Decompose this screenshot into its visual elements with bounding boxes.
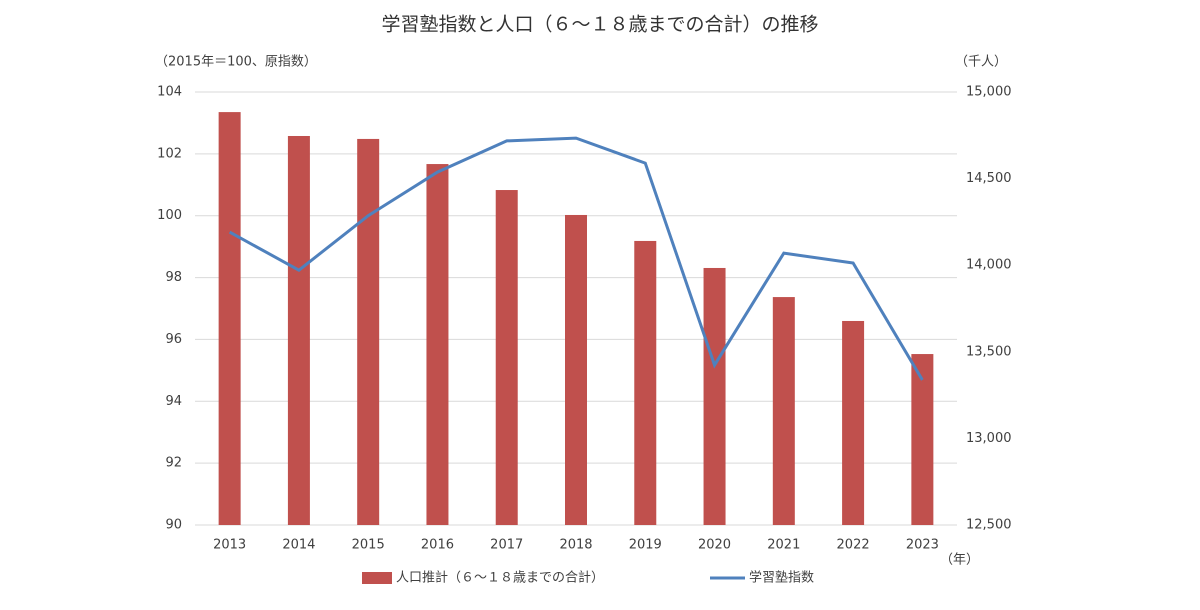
bar (426, 164, 449, 525)
chart-title: 学習塾指数と人口（６～１８歳までの合計）の推移 (381, 14, 818, 36)
bar (842, 320, 865, 525)
x-tick-label: 2023 (906, 538, 939, 553)
legend-label: 人口推計（６～１８歳までの合計） (396, 570, 604, 586)
y2-tick-label: 15,000 (966, 85, 1012, 100)
y-tick-label: 98 (165, 270, 182, 285)
legend-swatch (362, 572, 392, 584)
bar (703, 267, 726, 525)
y2-tick-label: 13,000 (966, 431, 1012, 446)
y-tick-label: 102 (157, 146, 182, 161)
y2-tick-label: 12,500 (966, 518, 1012, 533)
bar (911, 354, 934, 525)
x-tick-label: 2017 (490, 538, 523, 553)
legend-label: 学習塾指数 (749, 570, 814, 586)
y-axis-label: （2015年＝100、原指数） (155, 55, 317, 70)
y-tick-label: 94 (165, 394, 182, 409)
x-tick-label: 2015 (352, 538, 385, 553)
x-tick-label: 2022 (837, 538, 870, 553)
x-tick-label: 2019 (629, 538, 662, 553)
bar (772, 297, 795, 525)
x-tick-label: 2021 (767, 538, 800, 553)
y2-axis-label: （千人） (955, 55, 1007, 70)
bar (565, 214, 587, 526)
bar (634, 240, 657, 525)
y2-tick-label: 13,500 (966, 344, 1012, 359)
y-tick-label: 104 (157, 85, 182, 100)
x-tick-label: 2020 (698, 538, 731, 553)
x-tick-label: 2016 (421, 538, 454, 553)
bar (218, 112, 241, 526)
y-tick-label: 90 (165, 518, 182, 533)
y-tick-label: 96 (165, 332, 182, 347)
bar (495, 190, 518, 526)
y2-tick-label: 14,000 (966, 258, 1012, 273)
line (228, 136, 924, 381)
bar (287, 135, 310, 525)
y2-tick-label: 14,500 (966, 171, 1012, 186)
x-tick-label: 2018 (559, 538, 592, 553)
y-tick-label: 92 (165, 456, 182, 471)
x-tick-label: 2014 (282, 538, 315, 553)
x-tick-label: 2013 (213, 538, 246, 553)
bar (357, 138, 380, 525)
y-tick-label: 100 (157, 208, 182, 223)
x-axis-label: （年） (940, 553, 979, 568)
